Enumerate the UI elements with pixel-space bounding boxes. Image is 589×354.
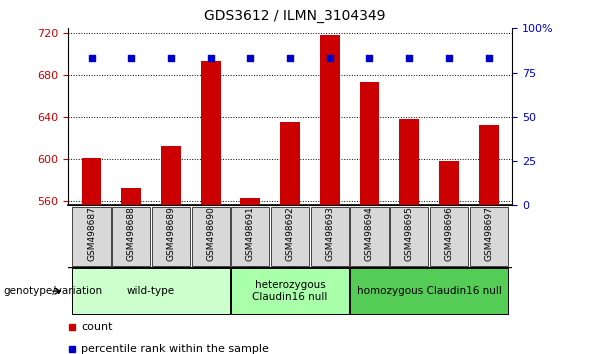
Bar [161, 146, 181, 205]
Bar [320, 35, 340, 205]
Bar [399, 119, 419, 205]
FancyBboxPatch shape [72, 268, 230, 314]
Text: count: count [81, 322, 112, 332]
Bar [479, 125, 498, 205]
Bar [439, 161, 459, 205]
Bar [201, 61, 221, 205]
Text: GSM498695: GSM498695 [405, 207, 413, 262]
FancyBboxPatch shape [152, 207, 190, 266]
Text: GSM498692: GSM498692 [286, 207, 294, 261]
Text: GSM498696: GSM498696 [445, 207, 454, 262]
Point [246, 56, 255, 61]
Point [166, 56, 176, 61]
Point [365, 56, 374, 61]
FancyBboxPatch shape [72, 207, 111, 266]
FancyBboxPatch shape [112, 207, 150, 266]
Bar [359, 82, 379, 205]
Text: GSM498691: GSM498691 [246, 207, 255, 262]
Point [206, 56, 216, 61]
Text: GSM498697: GSM498697 [484, 207, 493, 262]
Bar [82, 158, 101, 205]
Point [127, 56, 136, 61]
Point [285, 56, 294, 61]
Text: GSM498688: GSM498688 [127, 207, 135, 262]
Text: percentile rank within the sample: percentile rank within the sample [81, 344, 269, 354]
Point [405, 56, 414, 61]
Text: homozygous Claudin16 null: homozygous Claudin16 null [356, 286, 501, 296]
Bar [121, 188, 141, 205]
Point [325, 56, 335, 61]
Text: GSM498689: GSM498689 [167, 207, 176, 262]
Text: GSM498693: GSM498693 [325, 207, 335, 262]
Text: wild-type: wild-type [127, 286, 175, 296]
Point [87, 56, 96, 61]
Bar [240, 198, 260, 205]
Text: GDS3612 / ILMN_3104349: GDS3612 / ILMN_3104349 [204, 9, 385, 23]
FancyBboxPatch shape [311, 207, 349, 266]
Point [444, 56, 454, 61]
FancyBboxPatch shape [390, 207, 428, 266]
Text: genotype/variation: genotype/variation [3, 286, 102, 296]
FancyBboxPatch shape [231, 207, 269, 266]
Text: GSM498694: GSM498694 [365, 207, 374, 261]
Text: GSM498687: GSM498687 [87, 207, 96, 262]
FancyBboxPatch shape [231, 268, 349, 314]
FancyBboxPatch shape [271, 207, 309, 266]
Bar [280, 122, 300, 205]
Text: heterozygous
Claudin16 null: heterozygous Claudin16 null [253, 280, 327, 302]
FancyBboxPatch shape [350, 207, 389, 266]
FancyBboxPatch shape [430, 207, 468, 266]
Text: GSM498690: GSM498690 [206, 207, 215, 262]
FancyBboxPatch shape [350, 268, 508, 314]
FancyBboxPatch shape [191, 207, 230, 266]
Point [484, 56, 494, 61]
FancyBboxPatch shape [469, 207, 508, 266]
